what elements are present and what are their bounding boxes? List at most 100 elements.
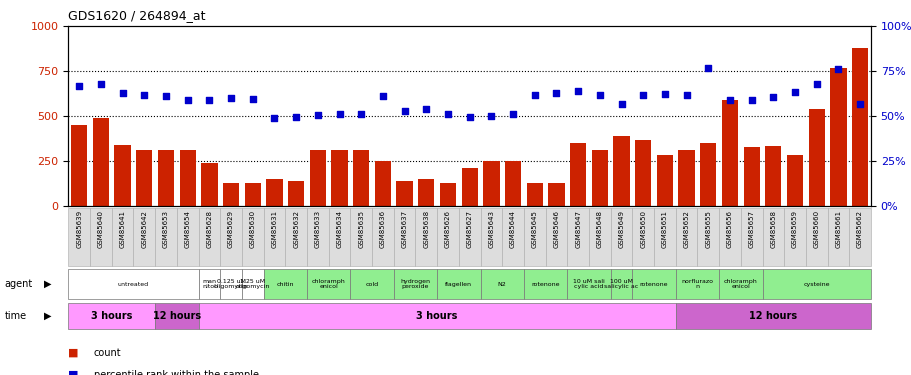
Bar — [112, 208, 133, 266]
Text: GSM85646: GSM85646 — [553, 210, 558, 248]
Bar — [483, 161, 499, 206]
Bar — [220, 208, 241, 266]
Point — [809, 81, 824, 87]
Text: GSM85659: GSM85659 — [791, 210, 797, 248]
Point — [180, 97, 195, 103]
Text: GSM85632: GSM85632 — [292, 210, 299, 248]
Text: GSM85643: GSM85643 — [487, 210, 494, 248]
Bar — [244, 183, 261, 206]
Bar — [201, 163, 218, 206]
Point — [353, 111, 368, 117]
Bar — [826, 208, 848, 266]
Point — [679, 92, 693, 98]
Bar — [136, 150, 152, 206]
Bar — [220, 269, 241, 299]
Text: 0.125 uM
oligomycin: 0.125 uM oligomycin — [214, 279, 248, 290]
Text: untreated: untreated — [118, 282, 148, 286]
Text: cysteine: cysteine — [803, 282, 829, 286]
Text: GSM85660: GSM85660 — [813, 210, 819, 248]
Bar — [155, 303, 199, 328]
Bar — [285, 208, 307, 266]
Bar — [115, 145, 130, 206]
Bar — [480, 208, 502, 266]
Bar — [700, 143, 716, 206]
Point — [223, 95, 238, 101]
Text: GSM85629: GSM85629 — [228, 210, 234, 248]
Bar — [68, 303, 155, 328]
Bar — [458, 208, 480, 266]
Bar — [266, 179, 282, 206]
Point — [115, 90, 129, 96]
Bar — [436, 208, 458, 266]
Text: GSM85655: GSM85655 — [704, 210, 711, 248]
Bar — [851, 48, 867, 206]
Text: percentile rank within the sample: percentile rank within the sample — [94, 370, 259, 375]
Text: GSM85651: GSM85651 — [661, 210, 667, 248]
Text: ▶: ▶ — [44, 279, 51, 289]
Text: GSM85642: GSM85642 — [141, 210, 148, 248]
Bar — [502, 208, 523, 266]
Bar — [567, 208, 589, 266]
Text: ■: ■ — [68, 370, 79, 375]
Text: GSM85654: GSM85654 — [185, 210, 190, 248]
Bar — [762, 269, 870, 299]
Bar — [461, 168, 477, 206]
Text: 12 hours: 12 hours — [153, 311, 200, 321]
Text: GSM85645: GSM85645 — [531, 210, 537, 248]
Bar — [613, 136, 629, 206]
Text: rotenone: rotenone — [531, 282, 559, 286]
Bar — [307, 208, 328, 266]
Text: GSM85648: GSM85648 — [596, 210, 602, 248]
Text: flagellen: flagellen — [445, 282, 472, 286]
Bar — [786, 155, 803, 206]
Bar — [808, 109, 824, 206]
Point — [267, 115, 281, 121]
Bar — [742, 147, 759, 206]
Text: GSM85649: GSM85649 — [618, 210, 624, 248]
Text: N2: N2 — [497, 282, 506, 286]
Bar — [678, 150, 694, 206]
Point — [830, 66, 844, 72]
Bar — [439, 183, 456, 206]
Bar — [675, 208, 697, 266]
Bar — [591, 150, 608, 206]
Bar — [523, 269, 567, 299]
Bar — [436, 269, 480, 299]
Text: GSM85634: GSM85634 — [336, 210, 343, 248]
Text: chloramph
enicol: chloramph enicol — [723, 279, 757, 290]
Point — [613, 100, 628, 106]
Bar — [675, 303, 870, 328]
Point — [332, 111, 346, 117]
Text: GSM85657: GSM85657 — [748, 210, 753, 248]
Bar — [263, 208, 285, 266]
Text: GSM85640: GSM85640 — [97, 210, 104, 248]
Text: GSM85650: GSM85650 — [640, 210, 646, 248]
Point — [484, 113, 498, 119]
Text: 1.25 uM
oligomycin: 1.25 uM oligomycin — [235, 279, 270, 290]
Bar — [589, 208, 610, 266]
Point — [94, 81, 108, 87]
Bar — [179, 150, 196, 206]
Bar — [199, 269, 220, 299]
Bar — [241, 269, 263, 299]
Point — [440, 111, 455, 117]
Bar — [848, 208, 870, 266]
Bar — [350, 208, 372, 266]
Text: chloramph
enicol: chloramph enicol — [312, 279, 345, 290]
Point — [137, 92, 151, 98]
Text: GSM85652: GSM85652 — [683, 210, 689, 248]
Bar — [263, 269, 307, 299]
Bar — [310, 150, 325, 206]
Text: ▶: ▶ — [44, 311, 51, 321]
Point — [245, 96, 260, 102]
Bar — [177, 208, 199, 266]
Text: 10 uM sali
cylic acid: 10 uM sali cylic acid — [572, 279, 604, 290]
Bar — [523, 208, 545, 266]
Bar — [697, 208, 719, 266]
Text: GSM85644: GSM85644 — [509, 210, 516, 248]
Text: 100 uM
salicylic ac: 100 uM salicylic ac — [604, 279, 638, 290]
Bar — [545, 208, 567, 266]
Text: hydrogen
peroxide: hydrogen peroxide — [400, 279, 430, 290]
Point — [462, 114, 476, 120]
Bar — [631, 269, 675, 299]
